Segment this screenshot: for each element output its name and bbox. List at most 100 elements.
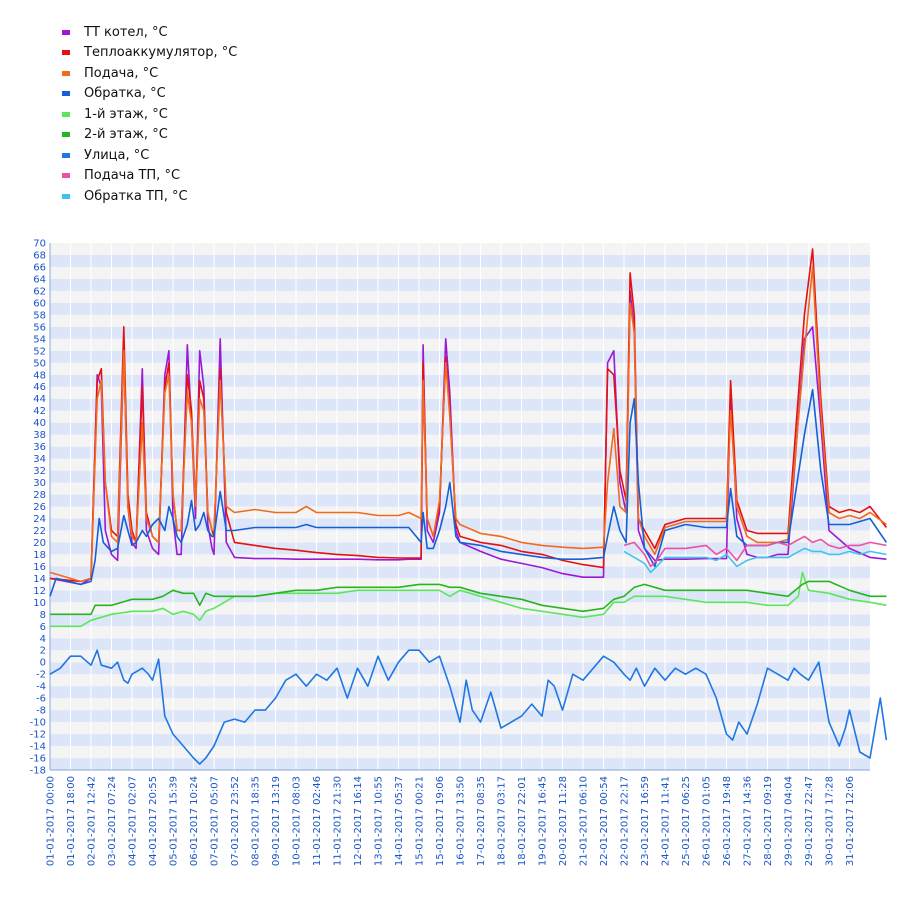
legend-label: Подача, °С — [84, 65, 159, 81]
series-line — [49, 649, 888, 765]
x-tick-label: 29-01-2017 04:04 — [784, 776, 795, 866]
y-tick-label: 4 — [40, 634, 46, 645]
legend-swatch — [62, 70, 70, 76]
x-tick-label: 15-01-2017 19:06 — [435, 776, 446, 866]
vertical-gridlines — [49, 243, 870, 771]
y-tick-label: 30 — [33, 478, 46, 489]
y-tick-label: 56 — [33, 322, 46, 333]
legend-swatch — [62, 193, 70, 199]
x-tick-label: 02-01-2017 12:42 — [87, 776, 98, 866]
x-tick-label: 24-01-2017 11:41 — [661, 776, 672, 866]
y-tick-label: 68 — [33, 250, 46, 261]
y-tick-label: 48 — [33, 370, 46, 381]
x-tick-label: 18-01-2017 03:17 — [497, 776, 508, 866]
y-tick-label: -12 — [30, 730, 46, 741]
x-tick-label: 01-01-2017 18:00 — [66, 776, 77, 866]
y-tick-label: 8 — [40, 610, 46, 621]
x-tick-label: 27-01-2017 14:36 — [743, 776, 754, 866]
legend-label: Подача ТП, °С — [84, 168, 181, 184]
y-tick-label: 26 — [33, 502, 46, 513]
x-tick-label: 11-01-2017 02:46 — [312, 776, 323, 866]
legend-item: Обратка ТП, °С — [62, 186, 237, 207]
y-tick-label: -10 — [30, 718, 46, 729]
legend-item: Улица, °С — [62, 145, 237, 166]
legend-label: Обратка, °С — [84, 86, 166, 102]
y-tick-label: 70 — [33, 239, 46, 250]
legend-item: Подача ТП, °С — [62, 166, 237, 187]
x-tick-label: 19-01-2017 16:45 — [538, 776, 549, 866]
x-tick-label: 15-01-2017 00:21 — [415, 776, 426, 866]
legend-item: 2-й этаж, °С — [62, 125, 237, 146]
x-tick-label: 12-01-2017 16:14 — [353, 776, 364, 866]
x-tick-label: 08-01-2017 18:35 — [251, 776, 262, 866]
y-tick-label: 38 — [33, 430, 46, 441]
x-tick-label: 21-01-2017 06:10 — [579, 776, 590, 866]
legend-swatch — [62, 132, 70, 138]
x-tick-label: 30-01-2017 17:28 — [825, 776, 836, 866]
y-tick-label: 46 — [33, 382, 46, 393]
x-tick-label: 17-01-2017 08:35 — [476, 776, 487, 866]
x-tick-label: 07-01-2017 05:07 — [210, 776, 221, 866]
legend-label: ТТ котел, °С — [84, 24, 168, 40]
y-tick-label: 10 — [33, 598, 46, 609]
x-tick-label: 23-01-2017 16:59 — [640, 776, 651, 866]
y-tick-label: 22 — [33, 526, 46, 537]
legend-swatch — [62, 29, 70, 35]
y-tick-label: 2 — [40, 646, 46, 657]
legend-swatch — [62, 173, 70, 179]
x-tick-label: 09-01-2017 13:19 — [271, 776, 282, 866]
x-tick-label: 04-01-2017 02:07 — [128, 776, 139, 866]
x-tick-label: 25-01-2017 06:25 — [681, 776, 692, 866]
y-tick-label: 34 — [33, 454, 46, 465]
y-tick-label: 36 — [33, 442, 46, 453]
x-tick-label: 29-01-2017 22:47 — [804, 776, 815, 866]
y-tick-label: 18 — [33, 550, 46, 561]
y-tick-label: 62 — [33, 286, 46, 297]
y-tick-label: 20 — [33, 538, 46, 549]
y-tick-label: -6 — [36, 694, 46, 705]
x-tick-label: 06-01-2017 10:24 — [189, 776, 200, 866]
legend-item: Теплоаккумулятор, °С — [62, 43, 237, 64]
x-tick-label: 05-01-2017 15:39 — [169, 776, 180, 866]
series-line — [49, 266, 887, 583]
y-tick-label: 40 — [33, 418, 46, 429]
y-tick-label: 12 — [33, 586, 46, 597]
y-tick-label: 42 — [33, 406, 46, 417]
legend-item: ТТ котел, °С — [62, 22, 237, 43]
legend-label: 1-й этаж, °С — [84, 106, 168, 122]
x-tick-label: 13-01-2017 10:55 — [374, 776, 385, 866]
x-tick-label: 11-01-2017 21:30 — [333, 776, 344, 866]
y-tick-label: 52 — [33, 346, 46, 357]
y-tick-label: 60 — [33, 298, 46, 309]
x-tick-label: 16-01-2017 13:50 — [456, 776, 467, 866]
legend-label: Обратка ТП, °С — [84, 188, 188, 204]
series-line — [50, 571, 887, 628]
y-tick-label: 16 — [33, 562, 46, 573]
legend-item: Подача, °С — [62, 63, 237, 84]
legend-swatch — [62, 152, 70, 158]
legend-item: 1-й этаж, °С — [62, 104, 237, 125]
x-tick-label: 07-01-2017 23:52 — [230, 776, 241, 866]
y-tick-label: 14 — [33, 574, 46, 585]
y-tick-label: -18 — [30, 766, 46, 777]
series-line — [50, 580, 887, 616]
series-line — [623, 547, 887, 574]
x-tick-label: 26-01-2017 01:05 — [702, 776, 713, 866]
x-tick-label: 31-01-2017 12:06 — [845, 776, 856, 866]
y-tick-label: 64 — [33, 274, 46, 285]
series-line — [623, 535, 887, 568]
x-tick-label: 14-01-2017 05:37 — [394, 776, 405, 866]
legend-swatch — [62, 50, 70, 56]
x-tick-label: 22-01-2017 22:17 — [620, 776, 631, 866]
legend: ТТ котел, °С Теплоаккумулятор, °С Подача, … — [62, 22, 237, 207]
x-tick-label: 10-01-2017 08:03 — [292, 776, 303, 866]
y-tick-label: -4 — [36, 682, 46, 693]
x-tick-label: 01-01-2017 00:00 — [46, 776, 57, 866]
series-lines — [49, 248, 888, 765]
legend-item: Обратка, °С — [62, 84, 237, 105]
y-tick-label: 32 — [33, 466, 46, 477]
y-tick-label: 28 — [33, 490, 46, 501]
x-tick-label: 03-01-2017 07:24 — [107, 776, 118, 866]
y-tick-label: -16 — [30, 754, 46, 765]
